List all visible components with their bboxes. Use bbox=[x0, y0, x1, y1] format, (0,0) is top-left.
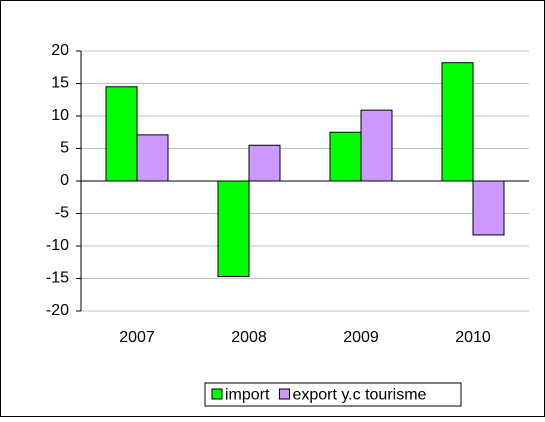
y-tick-label: -5 bbox=[55, 205, 69, 222]
y-tick-label: 5 bbox=[60, 140, 69, 157]
bar bbox=[329, 131, 362, 182]
bar bbox=[441, 62, 474, 182]
bar bbox=[472, 180, 505, 236]
legend-box bbox=[204, 382, 462, 407]
legend-label: import bbox=[225, 387, 270, 404]
bar bbox=[136, 134, 169, 182]
y-tick-label: 20 bbox=[51, 42, 69, 59]
y-tick-label: -20 bbox=[46, 302, 69, 319]
bar bbox=[217, 180, 250, 278]
bar bbox=[105, 86, 138, 182]
y-tick-label: 15 bbox=[51, 75, 69, 92]
x-tick-label: 2010 bbox=[455, 329, 491, 346]
bar bbox=[248, 144, 281, 182]
x-tick-label: 2009 bbox=[343, 329, 379, 346]
x-tick-label: 2008 bbox=[231, 329, 267, 346]
y-tick-label: -10 bbox=[46, 237, 69, 254]
legend-label: export y.c tourisme bbox=[292, 387, 426, 404]
legend-swatch bbox=[278, 388, 290, 400]
y-tick-label: -15 bbox=[46, 270, 69, 287]
x-tick-label: 2007 bbox=[119, 329, 155, 346]
y-tick-label: 0 bbox=[60, 172, 69, 189]
y-tick-label: 10 bbox=[51, 107, 69, 124]
bar bbox=[360, 109, 393, 182]
legend-swatch bbox=[211, 388, 223, 400]
